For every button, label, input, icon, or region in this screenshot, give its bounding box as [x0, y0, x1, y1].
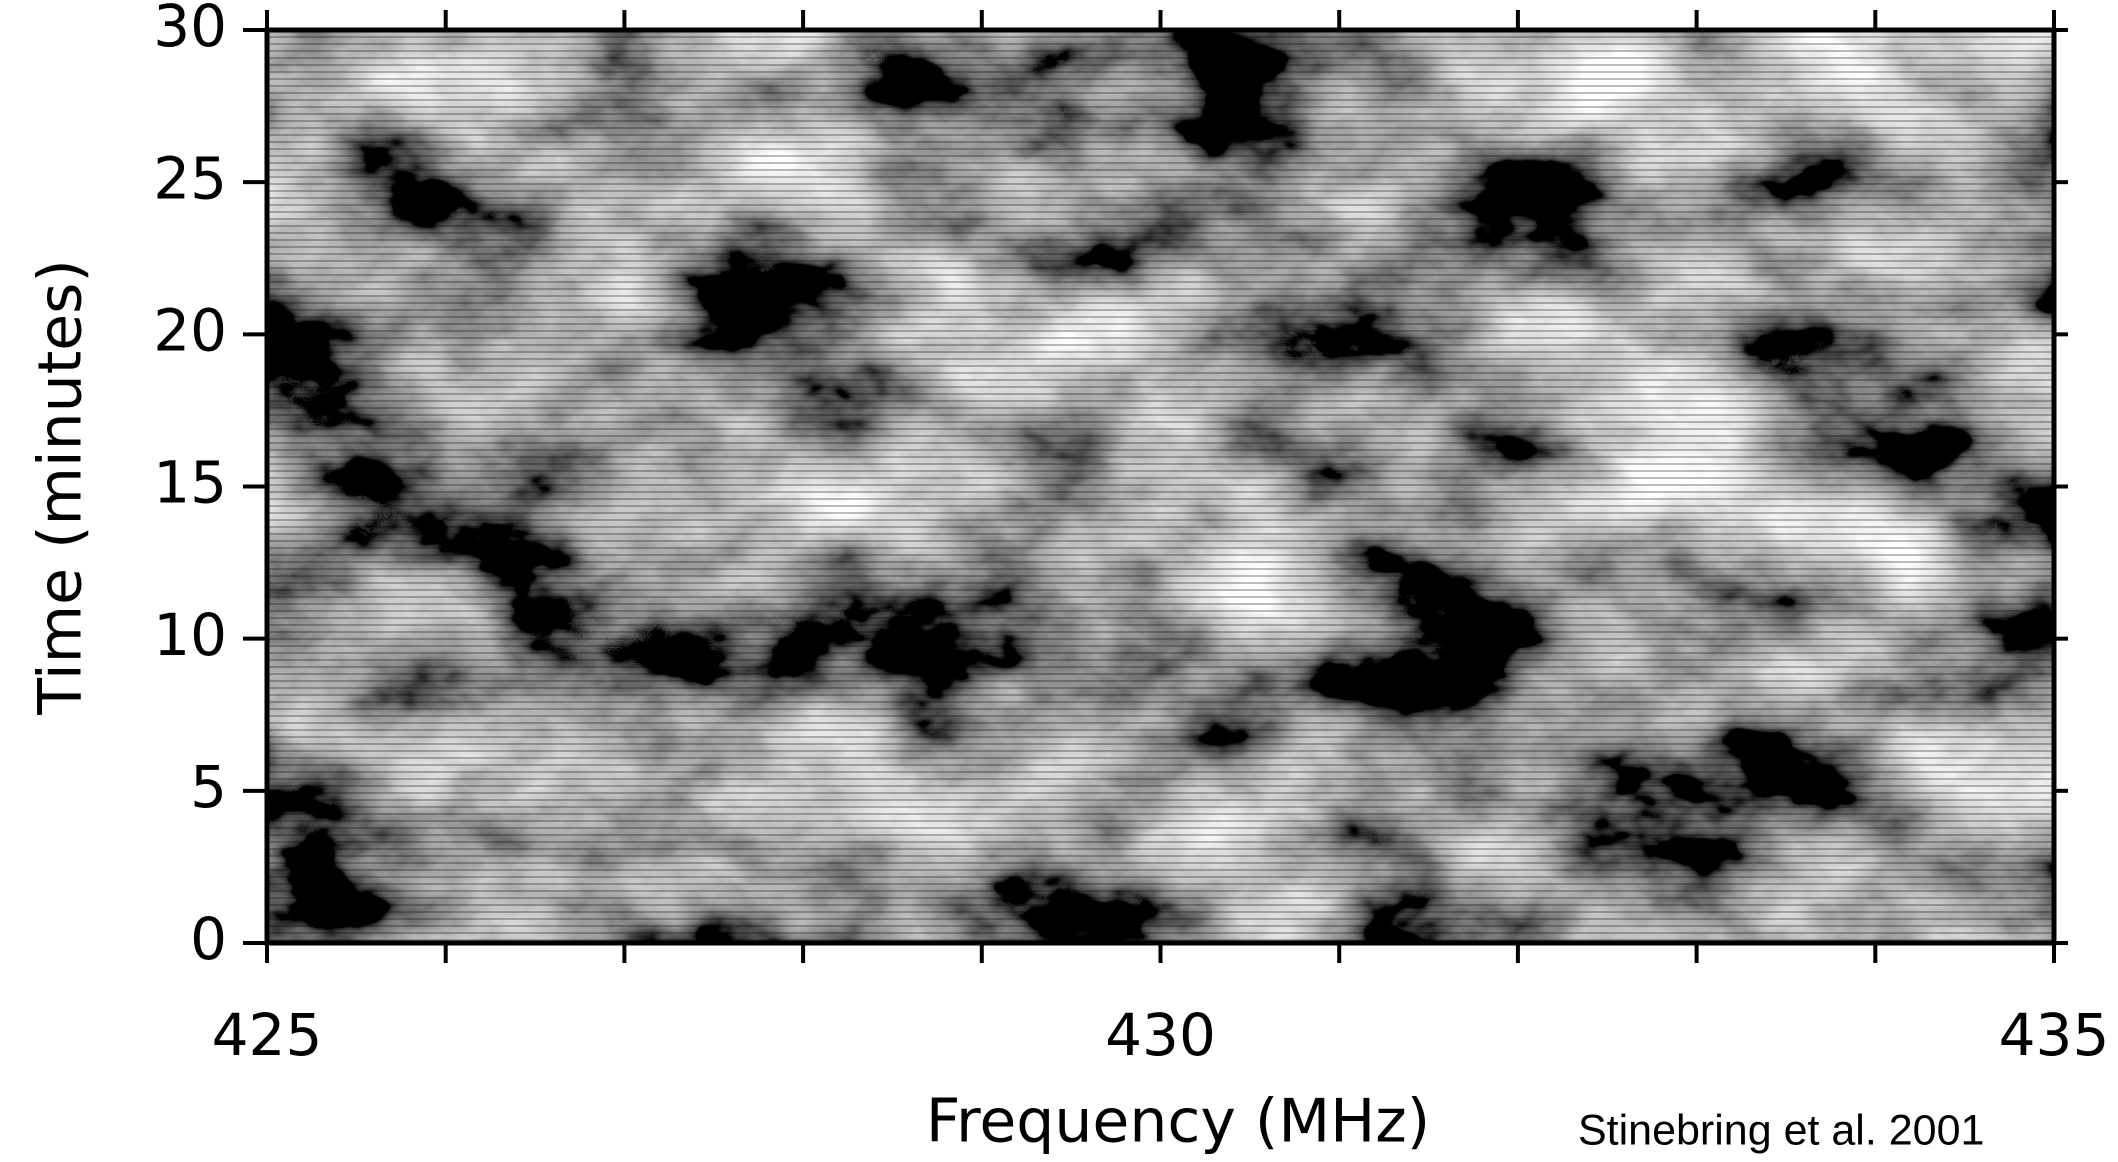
annotation: Stinebring et al. 2001 [1578, 1106, 1984, 1154]
y-tick-label: 20 [153, 296, 227, 364]
x-tick-label: 430 [1105, 1001, 1216, 1069]
spectrum-image [267, 30, 2054, 943]
spectrum-stripes [267, 30, 2054, 943]
y-axis-label: Time (minutes) [26, 259, 96, 716]
y-tick-label: 30 [153, 0, 227, 60]
y-tick-label: 0 [190, 905, 227, 973]
x-tick-label: 425 [212, 1001, 323, 1069]
y-tick-label: 15 [153, 449, 227, 517]
y-tick-label: 5 [190, 753, 227, 821]
x-tick-label: 435 [1999, 1001, 2110, 1069]
y-tick-label: 25 [153, 144, 227, 212]
x-axis-label: Frequency (MHz) [926, 1087, 1430, 1157]
y-tick-label: 10 [153, 601, 227, 669]
